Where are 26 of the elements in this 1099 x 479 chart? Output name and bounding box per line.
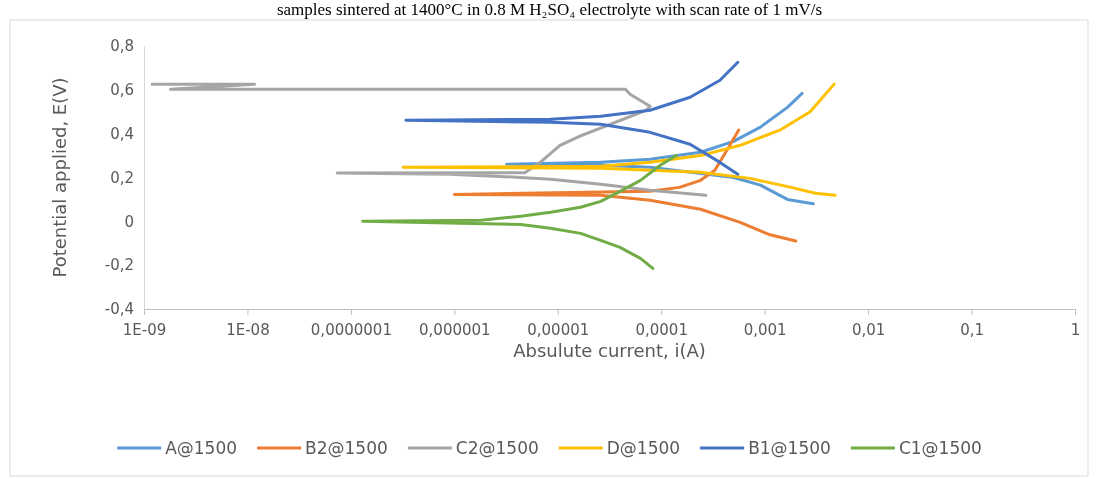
- y-tick-label: 0,8: [110, 37, 134, 56]
- legend-label: B2@1500: [305, 438, 388, 458]
- legend-label: B1@1500: [748, 438, 831, 458]
- y-tick-label: 0,2: [110, 168, 134, 187]
- y-tick-label: -0,4: [104, 300, 134, 319]
- y-tick-label: -0,2: [104, 256, 134, 275]
- x-tick-label: 0,1: [960, 320, 984, 339]
- x-tick-label: 0,0001: [635, 320, 688, 339]
- x-axis-title: Absulute current, i(A): [513, 340, 706, 361]
- chart-title: samples sintered at 1400°C in 0.8 M H₂SO₄ electrolyte with scan rate of 1 mV/s: [276, 0, 823, 19]
- x-tick-label: 0,00001: [527, 320, 590, 339]
- x-tick-label: 0,000001: [419, 320, 491, 339]
- x-tick-label: 1E-08: [226, 320, 270, 339]
- legend-label: C2@1500: [455, 438, 539, 458]
- x-tick-label: 1: [1070, 320, 1081, 339]
- y-tick-label: 0,6: [110, 81, 134, 100]
- x-tick-label: 0,001: [743, 320, 787, 339]
- x-tick-label: 0,01: [851, 320, 886, 339]
- x-tick-label: 1E-09: [122, 320, 167, 339]
- y-axis-title: Potential applied, E(V): [49, 77, 70, 278]
- legend-label: C1@1500: [898, 438, 982, 458]
- y-tick-label: 0: [124, 212, 134, 231]
- legend-label: D@1500: [606, 438, 681, 458]
- y-tick-label: 0,4: [110, 124, 134, 143]
- x-tick-label: 0,0000001: [310, 320, 392, 339]
- legend-label: A@1500: [165, 438, 238, 458]
